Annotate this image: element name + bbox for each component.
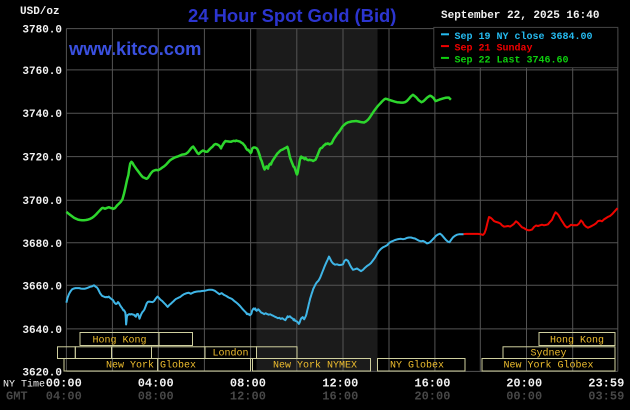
svg-text:03:59: 03:59 (588, 390, 624, 404)
svg-text:Hong Kong: Hong Kong (550, 336, 604, 347)
svg-text:20:00: 20:00 (506, 376, 542, 390)
svg-text:3660.0: 3660.0 (22, 281, 62, 293)
svg-text:00:00: 00:00 (46, 376, 82, 390)
svg-text:Sydney: Sydney (530, 348, 566, 360)
svg-text:08:00: 08:00 (230, 376, 266, 390)
svg-text:04:00: 04:00 (46, 390, 82, 404)
svg-text:3620.0: 3620.0 (22, 367, 62, 379)
svg-text:New York Globex: New York Globex (106, 360, 196, 372)
svg-text:New York Globex: New York Globex (503, 360, 593, 372)
svg-text:NY Globex: NY Globex (390, 360, 444, 372)
svg-text:GMT: GMT (6, 390, 28, 404)
svg-text:16:00: 16:00 (414, 376, 450, 390)
svg-text:04:00: 04:00 (138, 376, 174, 390)
svg-text:12:00: 12:00 (230, 390, 266, 404)
svg-text:Sep 22 Last 3746.60: Sep 22 Last 3746.60 (455, 55, 569, 66)
svg-text:00:00: 00:00 (506, 390, 542, 404)
svg-text:Hong Kong: Hong Kong (92, 336, 146, 347)
svg-text:Sep 19 NY close 3684.00: Sep 19 NY close 3684.00 (455, 31, 593, 43)
svg-text:3780.0: 3780.0 (22, 25, 62, 37)
svg-text:London: London (212, 348, 248, 360)
svg-text:16:00: 16:00 (322, 390, 358, 404)
svg-text:3760.0: 3760.0 (22, 66, 62, 78)
svg-text:3680.0: 3680.0 (22, 239, 62, 251)
svg-text:20:00: 20:00 (414, 390, 450, 404)
svg-text:23:59: 23:59 (588, 376, 624, 390)
svg-text:12:00: 12:00 (322, 376, 358, 390)
svg-text:3720.0: 3720.0 (22, 153, 62, 165)
svg-text:New York NYMEX: New York NYMEX (273, 360, 357, 372)
svg-text:08:00: 08:00 (138, 390, 174, 404)
svg-text:Sep 21 Sunday: Sep 21 Sunday (455, 43, 533, 55)
svg-text:NY Time: NY Time (3, 378, 45, 390)
svg-text:3740.0: 3740.0 (22, 109, 62, 121)
svg-text:3640.0: 3640.0 (22, 325, 62, 337)
svg-text:3700.0: 3700.0 (22, 196, 62, 208)
